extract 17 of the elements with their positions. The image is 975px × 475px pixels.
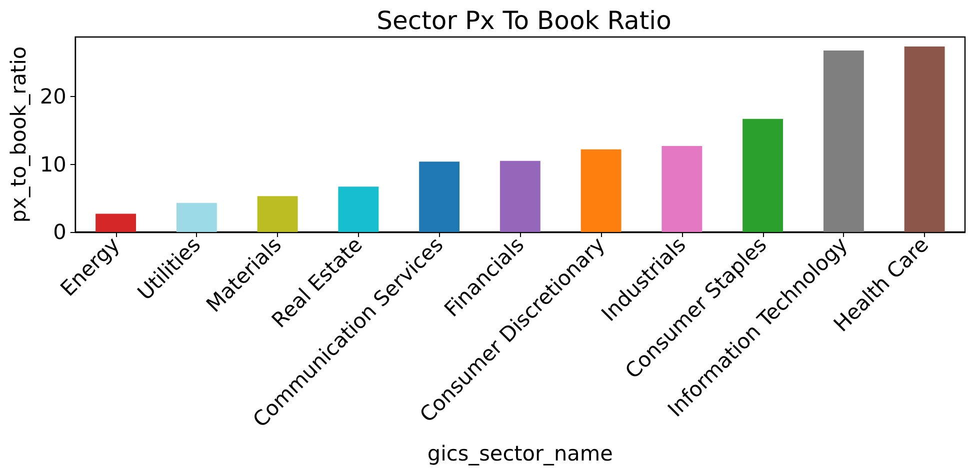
bar (662, 146, 702, 232)
y-tick-label: 20 (40, 84, 66, 109)
bar (580, 149, 622, 232)
bar (338, 186, 379, 232)
y-tick-label: 10 (40, 152, 66, 176)
bar (96, 214, 136, 232)
bar (176, 202, 217, 232)
bar (257, 196, 298, 232)
chart-title: Sector Px To Book Ratio (376, 6, 672, 35)
bar (904, 46, 945, 232)
bar (742, 118, 784, 232)
x-axis-title: gics_sector_name (427, 442, 613, 466)
bar (823, 50, 864, 232)
y-tick-label: 0 (53, 220, 66, 244)
y-axis-title: px_to_book_ratio (6, 46, 30, 223)
bar (500, 160, 540, 232)
bar (419, 162, 460, 232)
